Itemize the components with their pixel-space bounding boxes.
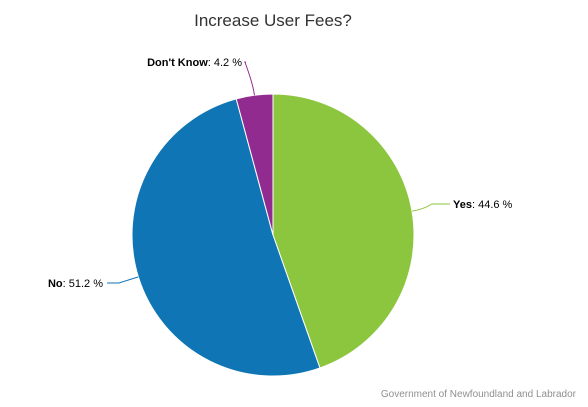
connector-line xyxy=(411,203,450,212)
slice-name-label: No xyxy=(48,278,63,290)
slice-name-label: Yes xyxy=(453,199,472,211)
data-label-yes: Yes: 44.6 % xyxy=(453,199,513,211)
connector-line xyxy=(107,276,139,284)
connector-line xyxy=(244,61,255,96)
credit-text[interactable]: Government of Newfoundland and Labrador xyxy=(381,389,577,400)
pie-labels: Yes: 44.6 % No: 51.2 % Don't Know: 4.2 % xyxy=(48,57,513,290)
data-label-don-t-know: Don't Know: 4.2 % xyxy=(147,57,242,69)
pie-slice-no[interactable] xyxy=(131,98,321,377)
chart-title: Increase User Fees? xyxy=(194,11,352,30)
data-label-no: No: 51.2 % xyxy=(48,278,103,290)
slice-value-label: : 51.2 % xyxy=(63,278,104,290)
slice-name-label: Don't Know xyxy=(147,57,208,69)
pie-slices xyxy=(131,93,415,377)
slice-value-label: : 4.2 % xyxy=(208,57,242,69)
slice-value-label: : 44.6 % xyxy=(472,199,513,211)
